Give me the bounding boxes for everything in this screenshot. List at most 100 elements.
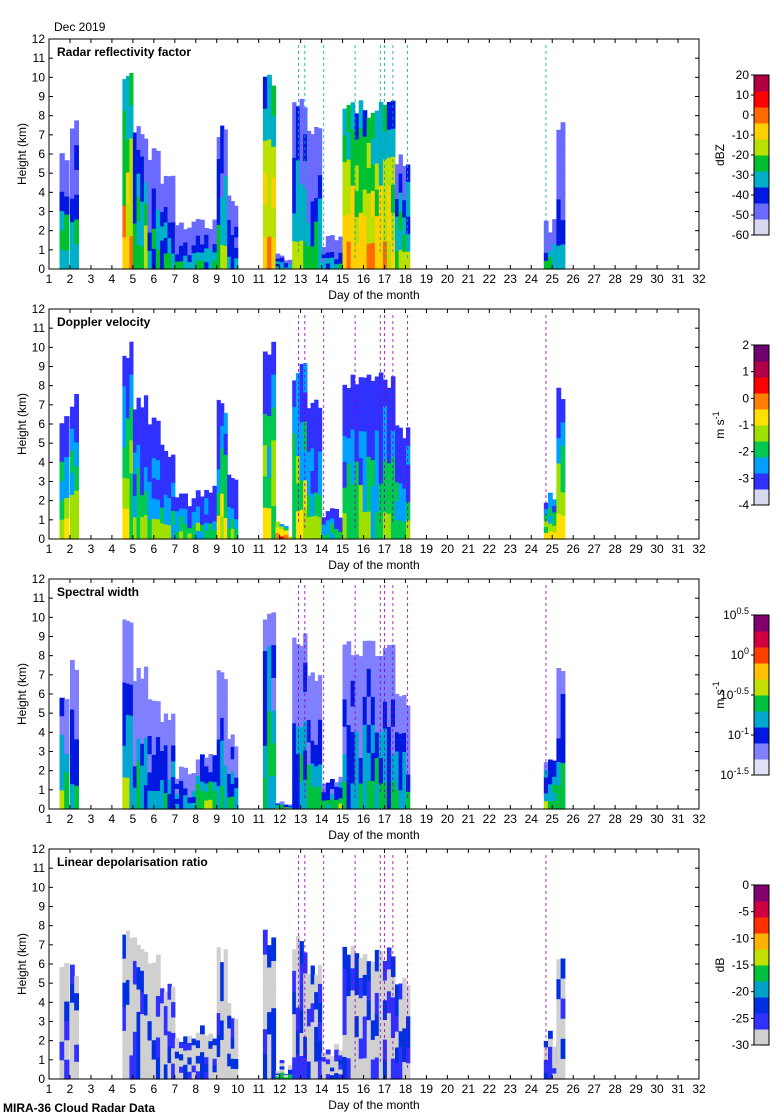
cloud-segment-1 [74,1010,79,1029]
cloud-segment-4 [155,1016,161,1039]
cloud-segment-6 [179,531,184,540]
cloud-segment-13 [317,1040,323,1061]
cloud-segment-15 [346,975,352,997]
cloud-segment-3 [143,247,149,270]
cloud-segment-14 [334,804,339,810]
cloud-segment-2 [122,1006,127,1032]
cloud-segment-10 [267,1012,272,1035]
cloud-segment-9 [234,519,239,530]
cloud-segment-18 [560,492,566,517]
cloud-segment-3 [132,1031,138,1056]
cloud-segment-5 [171,206,176,223]
cloud-segment-15 [390,956,396,978]
cloud-segment-15 [350,456,356,485]
x-tick-label: 6 [150,272,157,286]
cloud-segment-10 [262,745,268,778]
cloud-segment-7 [212,773,218,783]
colorbar-swatch [754,695,769,712]
cloud-segment-10 [267,646,272,680]
cloud-segment-15 [386,1013,392,1036]
cloud-segment-6 [179,773,184,782]
cloud-segment-17 [548,531,553,540]
cloud-segment-11 [275,527,281,531]
cloud-segment-8 [216,969,221,992]
cloud-segment-17 [552,792,557,802]
cloud-segment-5 [160,794,165,810]
y-tick-label: 2 [38,224,45,238]
cloud-segment-0 [59,771,65,792]
cloud-segment-16 [402,488,407,506]
cloud-segment-18 [556,762,562,787]
cloud-segment-5 [167,238,172,255]
cloud-segment-14 [321,804,327,810]
cloud-segment-17 [548,776,553,785]
cloud-segment-13 [306,153,312,178]
cloud-segment-3 [140,451,145,474]
x-tick-label: 24 [525,272,539,286]
cloud-segment-10 [271,1008,277,1033]
cloud-segment-4 [151,148,157,169]
x-tick-label: 4 [109,542,116,556]
cloud-segment-16 [395,770,400,791]
cloud-segment-17 [543,769,549,779]
cloud-segment-16 [398,771,403,791]
cloud-segment-14 [325,534,331,540]
cloud-segment-15 [358,998,364,1019]
cloud-segment-15 [346,463,352,490]
cloud-segment-14 [330,508,335,514]
cloud-segment-9 [230,734,235,748]
x-tick-label: 31 [671,542,685,556]
x-tick-label: 25 [546,542,560,556]
y-tick-label: 7 [38,398,45,412]
cloud-segment-15 [354,191,360,218]
cloud-segment-0 [64,250,70,270]
cloud-segment-13 [314,744,319,767]
cloud-segment-11 [288,1067,293,1071]
cloud-segment-9 [230,235,235,247]
cloud-segment-11 [279,1066,285,1071]
cloud-segment-9 [227,244,232,258]
cloud-segment-15 [382,1039,388,1060]
cloud-segment-13 [306,764,312,788]
cloud-segment-3 [143,203,149,227]
cloud-segment-15 [390,511,396,540]
cloud-segment-15 [350,402,356,431]
cloud-segment-17 [543,520,549,528]
cloud-segment-4 [147,699,153,719]
cloud-segment-17 [548,1038,553,1048]
x-tick-label: 24 [525,1082,539,1096]
cloud-segment-4 [147,790,153,810]
cloud-segment-13 [314,723,319,746]
colorbar-swatch [754,425,769,442]
cloud-segment-3 [136,715,141,740]
colorbar-swatch [754,457,769,474]
cloud-segment-17 [543,526,549,534]
cloud-segment-14 [334,254,339,260]
cloud-segment-15 [374,511,380,540]
cloud-segment-18 [560,1038,566,1060]
colorbar-tick-label: 0 [742,878,749,892]
colorbar-tick-label: 0 [742,108,749,122]
cloud-segment-6 [174,1038,180,1046]
cloud-segment-8 [220,125,225,151]
x-tick-label: 32 [692,812,706,826]
cloud-segment-9 [234,1029,239,1040]
cloud-segment-11 [288,1074,293,1078]
cloud-segment-7 [212,494,218,505]
cloud-segment-4 [155,737,161,756]
cloud-segment-12 [303,509,308,540]
x-tick-label: 10 [231,812,245,826]
cloud-segment-3 [143,467,149,492]
cloud-segment-10 [271,407,277,441]
cloud-segment-15 [366,374,372,403]
cloud-segment-6 [191,1065,197,1073]
cloud-segment-13 [310,1060,315,1080]
y-tick-label: 10 [32,610,46,624]
cloud-segment-18 [556,1059,562,1080]
cloud-segment-16 [406,216,411,235]
cloud-segment-15 [386,102,392,131]
cloud-segment-4 [151,168,157,190]
cloud-segment-18 [556,715,562,740]
cloud-segment-15 [386,387,392,414]
cloud-segment-3 [143,1057,149,1080]
